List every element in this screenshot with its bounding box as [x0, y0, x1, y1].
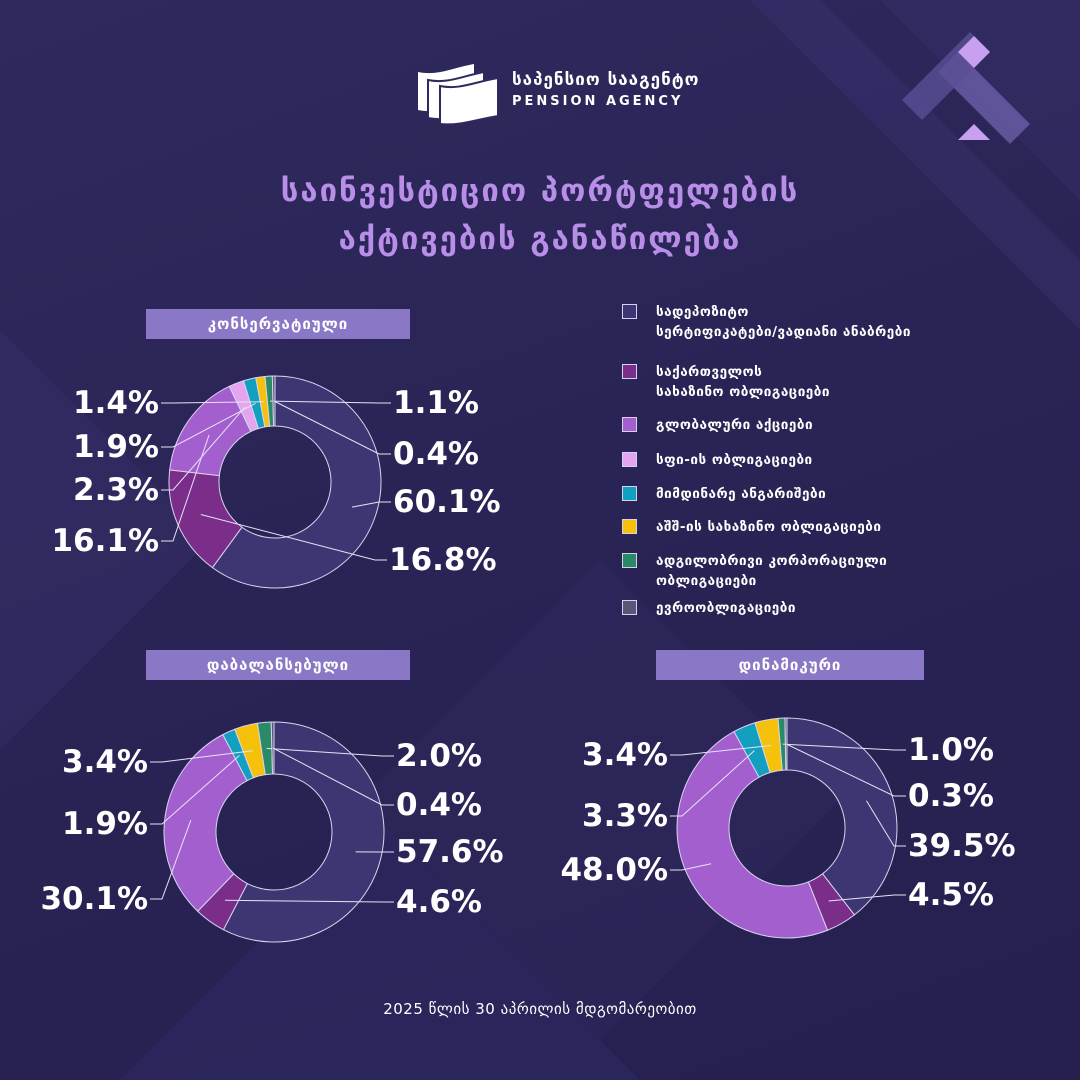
leader-line — [273, 400, 391, 455]
leader-line — [161, 401, 264, 404]
data-label: 0.3% — [908, 778, 994, 814]
legend-swatch — [622, 364, 637, 379]
leader-line — [266, 747, 394, 757]
donut-slice — [270, 721, 275, 775]
leader-line — [351, 501, 391, 508]
data-label: 60.1% — [393, 484, 501, 520]
leader-line — [670, 750, 755, 817]
leader-line — [670, 744, 772, 756]
data-label: 1.9% — [62, 806, 148, 842]
data-label: 1.0% — [908, 732, 994, 768]
pension-agency-logo: საპენსიო სააგენტო PENSION AGENCY — [412, 62, 699, 126]
leader-line — [150, 819, 192, 900]
leader-line — [161, 406, 246, 491]
logo-name-ka: საპენსიო სააგენტო — [512, 70, 700, 90]
leader-line — [270, 400, 391, 404]
legend-swatch — [622, 304, 637, 319]
leader-line — [782, 743, 906, 751]
legend-label: მიმდინარე ანგარიშები — [656, 486, 827, 502]
legend-swatch — [622, 452, 637, 467]
legend-label: ევროობლიგაციები — [656, 600, 797, 616]
legend-swatch — [622, 486, 637, 501]
data-label: 16.8% — [389, 542, 497, 578]
data-label: 0.4% — [396, 787, 482, 823]
data-label: 57.6% — [396, 834, 504, 870]
data-label: 3.4% — [62, 744, 148, 780]
legend-label: გლობალური აქციები — [656, 417, 814, 433]
leader-line — [150, 750, 253, 763]
legend-label: სადეპოზიტო სერტიფიკატები/ვადიანი ანაბრებ… — [656, 304, 911, 340]
legend-label: აშშ-ის სახაზინო ობლიგაციები — [656, 519, 882, 535]
leader-line — [785, 743, 906, 797]
data-label: 39.5% — [908, 828, 1016, 864]
legend-label: ადგილობრივი კორპორაციული ობლიგაციები — [656, 553, 888, 589]
dynamic-chart-title: დინამიკური — [656, 650, 924, 680]
legend-label: საქართველოს სახაზინო ობლიგაციები — [656, 364, 830, 400]
leader-line — [272, 747, 394, 806]
donut-slice — [271, 375, 276, 427]
data-label: 4.6% — [396, 884, 482, 920]
data-label: 3.3% — [582, 798, 668, 834]
as-of-date-footer: 2025 წლის 30 აპრილის მდგომარეობით — [383, 1000, 697, 1018]
leader-line — [225, 899, 394, 903]
leader-line — [150, 755, 240, 825]
legend-swatch — [622, 519, 637, 534]
data-label: 30.1% — [40, 881, 148, 917]
logo-mark-icon — [418, 64, 499, 126]
data-label: 1.4% — [73, 385, 159, 421]
page-title-line2: აქტივების განაწილება — [338, 221, 742, 257]
data-label: 1.1% — [393, 385, 479, 421]
leader-line — [161, 402, 256, 448]
donut-slice — [222, 721, 385, 943]
leader-line — [866, 800, 906, 847]
logo-name-en: PENSION AGENCY — [512, 94, 684, 109]
donut-slice — [786, 717, 898, 916]
legend-label: სფი-ის ობლიგაციები — [656, 452, 813, 468]
balanced-chart-title: დაბალანსებული — [146, 650, 410, 680]
data-label: 4.5% — [908, 877, 994, 913]
leader-line — [670, 863, 712, 871]
data-label: 16.1% — [51, 523, 159, 559]
legend-swatch — [622, 600, 637, 615]
data-label: 1.9% — [73, 429, 159, 465]
donut-slice — [784, 717, 788, 771]
data-label: 2.3% — [73, 472, 159, 508]
conservative-chart-title: კონსერვატიული — [146, 309, 410, 339]
data-label: 0.4% — [393, 436, 479, 472]
leader-line — [200, 514, 387, 561]
data-label: 3.4% — [582, 737, 668, 773]
data-label: 2.0% — [396, 738, 482, 774]
legend-swatch — [622, 417, 637, 432]
data-label: 48.0% — [560, 852, 668, 888]
donut-slice — [676, 730, 829, 939]
legend-swatch — [622, 553, 637, 568]
donut-slice — [211, 375, 382, 589]
page-title-line1: საინვესტიციო პორტფელების — [280, 173, 800, 209]
leader-line — [828, 894, 906, 902]
donut-slice — [163, 733, 248, 912]
leader-line — [161, 434, 210, 542]
